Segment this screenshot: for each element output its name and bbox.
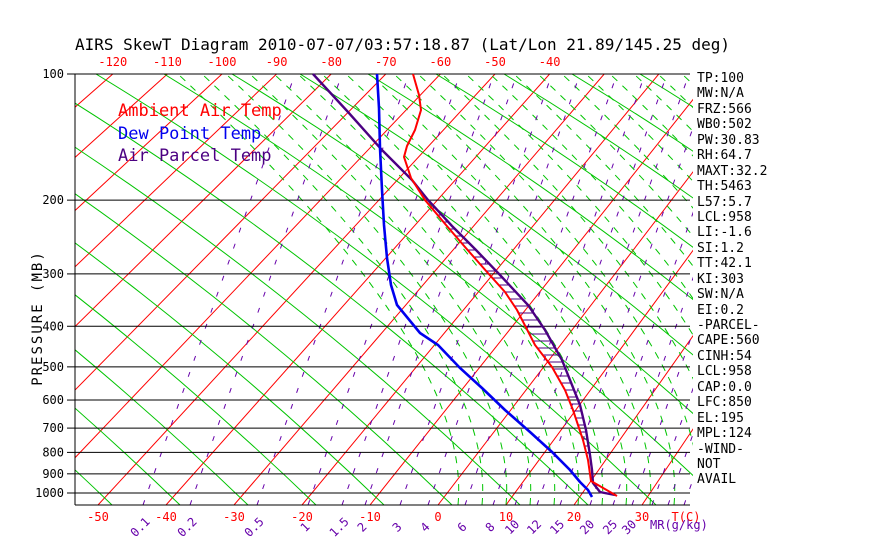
mixing-ratio-tick-label: 8 bbox=[483, 520, 498, 535]
bottom-temp-tick-label: -50 bbox=[87, 510, 109, 524]
stats-panel-item: PW:30.83 bbox=[697, 132, 760, 148]
top-temp-tick-label: -110 bbox=[153, 55, 182, 69]
mixing-ratio-tick-label: 0.1 bbox=[128, 515, 153, 540]
bottom-temp-tick-label: 30 bbox=[635, 510, 649, 524]
stats-panel: TP:100 MW:N/A FRZ:566 WB0:502 PW:30.83 RH:64.… bbox=[697, 71, 767, 488]
cape-hatching bbox=[431, 207, 590, 454]
ambient-temp-curve bbox=[402, 73, 618, 497]
bottom-temp-tick-label: 0 bbox=[434, 510, 441, 524]
stats-panel-item: LCL:958 bbox=[697, 364, 752, 380]
pressure-tick-label: 300 bbox=[42, 267, 64, 281]
stats-panel-item: TT:42.1 bbox=[697, 256, 752, 272]
stats-panel-item: MAXT:32.2 bbox=[697, 163, 768, 179]
stats-panel-item: TH:5463 bbox=[697, 179, 752, 195]
stats-panel-item: WB0:502 bbox=[697, 117, 752, 133]
pressure-tick-label: 700 bbox=[42, 421, 64, 435]
top-temp-tick-label: -60 bbox=[430, 55, 452, 69]
chart-title: AIRS SkewT Diagram 2010-07-07/03:57:18.8… bbox=[75, 35, 731, 54]
pressure-tick-label: 500 bbox=[42, 360, 64, 374]
top-temp-tick-label: -120 bbox=[98, 55, 127, 69]
top-temp-tick-label: -50 bbox=[484, 55, 506, 69]
pressure-tick-label: 400 bbox=[42, 319, 64, 333]
moist-adiabat-lines bbox=[177, 74, 693, 505]
stats-panel-item: CAPE:560 bbox=[697, 333, 760, 349]
mixing-ratio-tick-label: 1.5 bbox=[327, 515, 352, 540]
mixing-ratio-tick-label: 25 bbox=[600, 517, 620, 537]
stats-panel-item: -WIND- bbox=[697, 441, 744, 457]
bottom-temp-tick-label: -30 bbox=[223, 510, 245, 524]
pressure-tick-label: 200 bbox=[42, 193, 64, 207]
stats-panel-item: L57:5.7 bbox=[697, 194, 752, 210]
pressure-tick-label: 100 bbox=[42, 67, 64, 81]
stats-panel-item: -PARCEL- bbox=[697, 318, 760, 333]
stats-panel-item: LFC:850 bbox=[697, 395, 752, 411]
temp-unit-label: T(C) bbox=[672, 510, 701, 524]
stats-panel-item: TP:100 bbox=[697, 71, 744, 86]
stats-panel-item: FRZ:566 bbox=[697, 101, 752, 117]
mixing-ratio-tick-label: 3 bbox=[390, 520, 405, 535]
pressure-axis-label: PRESSURE (MB) bbox=[30, 250, 46, 386]
stats-panel-item: RH:64.7 bbox=[697, 148, 752, 164]
mixing-ratio-tick-label: 12 bbox=[524, 517, 544, 537]
legend-item-dewpoint: Dew Point Temp bbox=[118, 123, 262, 144]
pressure-tick-label: 600 bbox=[42, 393, 64, 407]
pressure-tick-label: 800 bbox=[42, 445, 64, 459]
bottom-temp-axis: -50 -40 -30 -20 -10 0 10 20 30 T(C) bbox=[87, 510, 700, 524]
legend-item-ambient: Ambient Air Temp bbox=[118, 101, 282, 121]
stats-panel-item: MPL:124 bbox=[697, 426, 752, 442]
top-temp-tick-label: -100 bbox=[208, 55, 237, 69]
stats-panel-item: EI:0.2 bbox=[697, 302, 744, 318]
mixing-ratio-tick-label: 0.2 bbox=[175, 515, 200, 540]
stats-panel-item: KI:303 bbox=[697, 271, 744, 287]
background-grid bbox=[75, 74, 693, 505]
stats-panel-item: LI:-1.6 bbox=[697, 225, 752, 241]
bottom-temp-tick-label: 10 bbox=[499, 510, 513, 524]
mixing-ratio-tick-label: 15 bbox=[547, 517, 567, 537]
bottom-temp-tick-label: -20 bbox=[291, 510, 313, 524]
mixing-ratio-tick-label: 6 bbox=[455, 520, 470, 535]
top-temp-tick-label: -40 bbox=[539, 55, 561, 69]
stats-panel-item: AVAIL bbox=[697, 472, 737, 488]
top-temp-tick-label: -90 bbox=[266, 55, 288, 69]
legend-item-parcel: Air Parcel Temp bbox=[118, 146, 272, 166]
stats-panel-item: NOT bbox=[697, 456, 721, 472]
pressure-tick-label: 900 bbox=[42, 467, 64, 481]
mixing-ratio-tick-label: 0.5 bbox=[242, 515, 267, 540]
bottom-temp-tick-label: 20 bbox=[567, 510, 581, 524]
bottom-temp-tick-label: -10 bbox=[359, 510, 381, 524]
mixing-ratio-tick-label: 4 bbox=[418, 520, 433, 535]
stats-panel-item: CAP:0.0 bbox=[697, 379, 752, 395]
legend: Ambient Air Temp Dew Point Temp Air Parc… bbox=[118, 100, 282, 168]
top-temp-tick-label: -70 bbox=[375, 55, 397, 69]
stats-panel-item: SI:1.2 bbox=[697, 240, 744, 256]
stats-panel-item: SW:N/A bbox=[697, 287, 744, 303]
bottom-temp-tick-label: -40 bbox=[155, 510, 177, 524]
stats-panel-item: LCL:958 bbox=[697, 209, 752, 225]
top-temp-axis: -120 -110 -100 -90 -80 -70 -60 -50 -40 bbox=[98, 55, 560, 69]
stats-panel-item: MW:N/A bbox=[697, 86, 744, 102]
dew-point-curve bbox=[375, 73, 594, 498]
mixing-ratio-unit-label: MR(g/kg) bbox=[650, 518, 708, 532]
stats-panel-item: EL:195 bbox=[697, 410, 744, 426]
pressure-tick-label: 1000 bbox=[35, 486, 64, 500]
stats-panel-item: CINH:54 bbox=[697, 348, 752, 364]
top-temp-tick-label: -80 bbox=[320, 55, 342, 69]
